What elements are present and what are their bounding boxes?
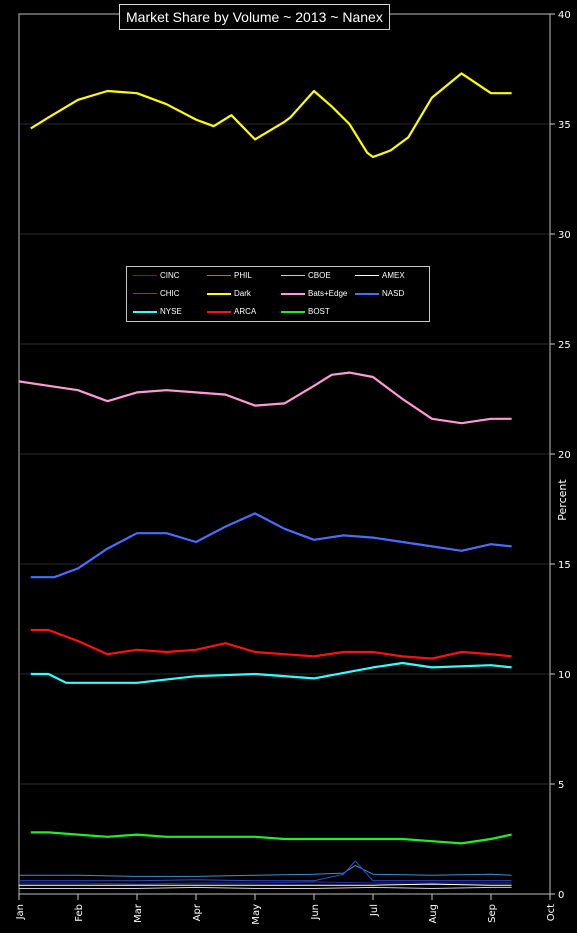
series-line-nasd bbox=[30, 512, 512, 579]
legend-label: NASD bbox=[382, 289, 405, 298]
legend-item: Dark bbox=[207, 288, 251, 300]
legend-swatch bbox=[355, 275, 379, 277]
series-line-cinc bbox=[19, 881, 512, 885]
legend-swatch bbox=[355, 292, 379, 295]
y-tick-label: 20 bbox=[558, 450, 571, 461]
y-tick-label: 35 bbox=[558, 120, 571, 131]
legend-swatch bbox=[281, 275, 305, 277]
x-tick-label: Sep bbox=[487, 904, 498, 923]
legend-label: AMEX bbox=[382, 271, 405, 280]
legend-label: Bats+Edge bbox=[308, 289, 348, 298]
legend-swatch bbox=[207, 275, 231, 277]
y-tick-label: 15 bbox=[558, 560, 571, 571]
legend-item: NYSE bbox=[133, 306, 182, 318]
series-line-nyse bbox=[30, 661, 512, 684]
legend-item: NASD bbox=[355, 288, 404, 300]
x-tick-label: Apr bbox=[192, 903, 203, 921]
chart-legend: CINC PHIL CBOE AMEX CHIC Dark Bats+Edge NASD NYS… bbox=[126, 266, 430, 322]
legend-swatch bbox=[207, 310, 231, 313]
series-line-cboe bbox=[19, 886, 512, 889]
x-tick-label: Feb bbox=[74, 904, 85, 922]
chart-title: Market Share by Volume ~ 2013 ~ Nanex bbox=[119, 4, 390, 30]
legend-swatch bbox=[133, 310, 157, 313]
y-tick-label: 30 bbox=[558, 230, 571, 241]
y-tick-label: 25 bbox=[558, 340, 571, 351]
x-tick-label: Oct bbox=[546, 904, 557, 921]
legend-item: ARCA bbox=[207, 306, 256, 318]
series-line-dark bbox=[30, 72, 512, 159]
legend-item: AMEX bbox=[355, 270, 405, 282]
x-tick-label: Jul bbox=[369, 904, 380, 917]
legend-label: BOST bbox=[308, 307, 330, 316]
x-tick-label: Jan bbox=[15, 904, 26, 920]
series-line-arca bbox=[30, 628, 512, 660]
legend-item: CINC bbox=[133, 270, 180, 282]
legend-item: CHIC bbox=[133, 288, 180, 300]
legend-swatch bbox=[133, 293, 157, 295]
legend-item: Bats+Edge bbox=[281, 288, 347, 300]
x-tick-label: May bbox=[251, 904, 262, 925]
legend-swatch bbox=[207, 292, 231, 295]
y-axis-label: Percent bbox=[556, 479, 569, 521]
x-tick-label: Mar bbox=[133, 903, 144, 923]
y-tick-label: 0 bbox=[558, 890, 564, 901]
legend-label: CHIC bbox=[160, 289, 180, 298]
series-line-bats-edge bbox=[18, 371, 512, 425]
legend-item: CBOE bbox=[281, 270, 331, 282]
legend-swatch bbox=[133, 275, 157, 277]
x-tick-label: Jun bbox=[310, 904, 321, 921]
y-tick-label: 40 bbox=[558, 10, 571, 21]
legend-item: BOST bbox=[281, 306, 330, 318]
series-line-chic bbox=[19, 860, 512, 882]
legend-label: NYSE bbox=[160, 307, 182, 316]
y-tick-label: 5 bbox=[558, 780, 564, 791]
legend-swatch bbox=[281, 310, 305, 313]
legend-label: Dark bbox=[234, 289, 251, 298]
legend-item: PHIL bbox=[207, 270, 252, 282]
series-line-phil bbox=[19, 864, 512, 877]
legend-label: ARCA bbox=[234, 307, 257, 316]
legend-label: PHIL bbox=[234, 271, 252, 280]
legend-swatch bbox=[281, 292, 305, 295]
x-tick-label: Aug bbox=[428, 904, 439, 924]
y-tick-label: 10 bbox=[558, 670, 571, 681]
series-line-amex bbox=[19, 883, 512, 886]
legend-label: CBOE bbox=[308, 271, 331, 280]
legend-label: CINC bbox=[160, 271, 180, 280]
series-line-bost bbox=[30, 831, 512, 845]
